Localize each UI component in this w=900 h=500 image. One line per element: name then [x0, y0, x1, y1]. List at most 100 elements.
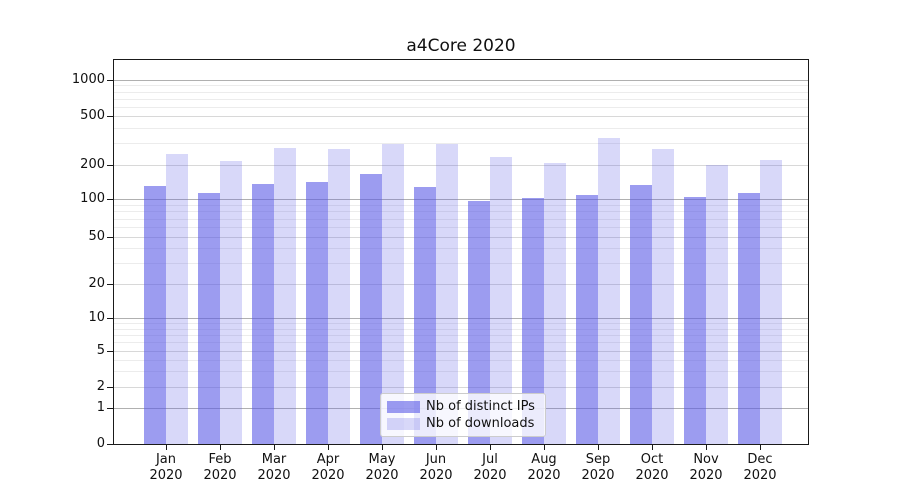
legend-swatch-downloads [387, 417, 420, 430]
x-tick-year: 2020 [365, 468, 399, 483]
y-tick-2 [107, 387, 113, 388]
bar-downloads-aug [544, 163, 566, 444]
gridline-80 [114, 211, 808, 212]
gridline-60 [114, 227, 808, 228]
gridline-1000 [114, 80, 808, 81]
x-tick-label-oct: Oct 2020 [625, 452, 679, 484]
y-tick-1000 [107, 80, 113, 81]
y-tick-0 [107, 444, 113, 445]
y-tick-label-20: 20 [88, 276, 105, 291]
y-tick-label-1000: 1000 [71, 72, 105, 87]
x-tick-dec [760, 445, 761, 450]
y-tick-label-50: 50 [88, 229, 105, 244]
legend-item-distinct-ips: Nb of distinct IPs [387, 398, 535, 415]
y-tick-label-2: 2 [96, 379, 105, 394]
bar-distinct-ips-jun [414, 187, 436, 444]
y-tick-label-0: 0 [96, 436, 105, 451]
gridline-40 [114, 248, 808, 249]
y-tick-label-100: 100 [80, 191, 105, 206]
x-tick-month: Aug [531, 452, 557, 467]
x-tick-year: 2020 [311, 468, 345, 483]
x-tick-label-dec: Dec 2020 [733, 452, 787, 484]
gridline-3 [114, 371, 808, 372]
x-tick-year: 2020 [419, 468, 453, 483]
y-tick-1 [107, 408, 113, 409]
legend-label-distinct-ips: Nb of distinct IPs [426, 399, 535, 414]
x-tick-label-jul: Jul 2020 [463, 452, 517, 484]
x-tick-feb [220, 445, 221, 450]
x-tick-year: 2020 [635, 468, 669, 483]
bar-downloads-apr [328, 149, 350, 444]
legend: Nb of distinct IPs Nb of downloads [380, 393, 546, 437]
y-tick-200 [107, 165, 113, 166]
bar-distinct-ips-apr [306, 182, 328, 444]
chart-title: a4Core 2020 [406, 36, 516, 56]
gridline-30 [114, 263, 808, 264]
bar-distinct-ips-jan [144, 186, 166, 444]
bar-distinct-ips-oct [630, 185, 652, 444]
bar-downloads-oct [652, 149, 674, 444]
x-tick-month: Oct [640, 452, 664, 467]
x-tick-year: 2020 [743, 468, 777, 483]
x-tick-mar [274, 445, 275, 450]
gridline-10 [114, 318, 808, 319]
bar-downloads-jul [490, 157, 512, 444]
x-tick-aug [544, 445, 545, 450]
x-tick-year: 2020 [689, 468, 723, 483]
y-tick-label-1: 1 [96, 400, 105, 415]
x-tick-year: 2020 [527, 468, 561, 483]
gridline-700 [114, 99, 808, 100]
y-tick-label-5: 5 [96, 343, 105, 358]
x-tick-year: 2020 [581, 468, 615, 483]
x-tick-label-jan: Jan 2020 [139, 452, 193, 484]
bar-downloads-sep [598, 138, 620, 444]
x-tick-label-jun: Jun 2020 [409, 452, 463, 484]
gridline-7 [114, 335, 808, 336]
x-tick-month: Feb [208, 452, 232, 467]
bar-distinct-ips-sep [576, 195, 598, 444]
gridline-9 [114, 323, 808, 324]
bar-downloads-dec [760, 160, 782, 444]
y-tick-10 [107, 318, 113, 319]
gridline-6 [114, 342, 808, 343]
bar-distinct-ips-may [360, 174, 382, 444]
legend-swatch-distinct-ips [387, 400, 420, 413]
x-tick-nov [706, 445, 707, 450]
bar-distinct-ips-jul [468, 201, 490, 444]
bar-downloads-jan [166, 154, 188, 444]
gridline-200 [114, 165, 808, 166]
bar-distinct-ips-aug [522, 198, 544, 444]
x-tick-jun [436, 445, 437, 450]
x-tick-label-aug: Aug 2020 [517, 452, 571, 484]
bar-distinct-ips-dec [738, 193, 760, 444]
gridline-5 [114, 351, 808, 352]
y-tick-label-10: 10 [88, 310, 105, 325]
legend-item-downloads: Nb of downloads [387, 415, 535, 432]
gridline-100 [114, 199, 808, 200]
x-tick-label-mar: Mar 2020 [247, 452, 301, 484]
gridline-70 [114, 219, 808, 220]
x-tick-oct [652, 445, 653, 450]
y-tick-20 [107, 284, 113, 285]
x-tick-label-feb: Feb 2020 [193, 452, 247, 484]
gridline-50 [114, 237, 808, 238]
x-tick-month: May [368, 452, 396, 467]
gridline-800 [114, 92, 808, 93]
bar-downloads-may [382, 144, 404, 444]
x-tick-year: 2020 [149, 468, 183, 483]
y-tick-5 [107, 351, 113, 352]
bar-distinct-ips-nov [684, 197, 706, 444]
x-tick-may [382, 445, 383, 450]
x-tick-month: Jun [425, 452, 447, 467]
x-tick-sep [598, 445, 599, 450]
x-tick-year: 2020 [257, 468, 291, 483]
x-tick-month: Jan [155, 452, 177, 467]
gridline-8 [114, 329, 808, 330]
bar-downloads-mar [274, 148, 296, 444]
bar-downloads-feb [220, 161, 242, 444]
x-tick-label-nov: Nov 2020 [679, 452, 733, 484]
y-tick-100 [107, 199, 113, 200]
gridline-20 [114, 284, 808, 285]
x-tick-month: Jul [482, 452, 498, 467]
x-tick-jul [490, 445, 491, 450]
